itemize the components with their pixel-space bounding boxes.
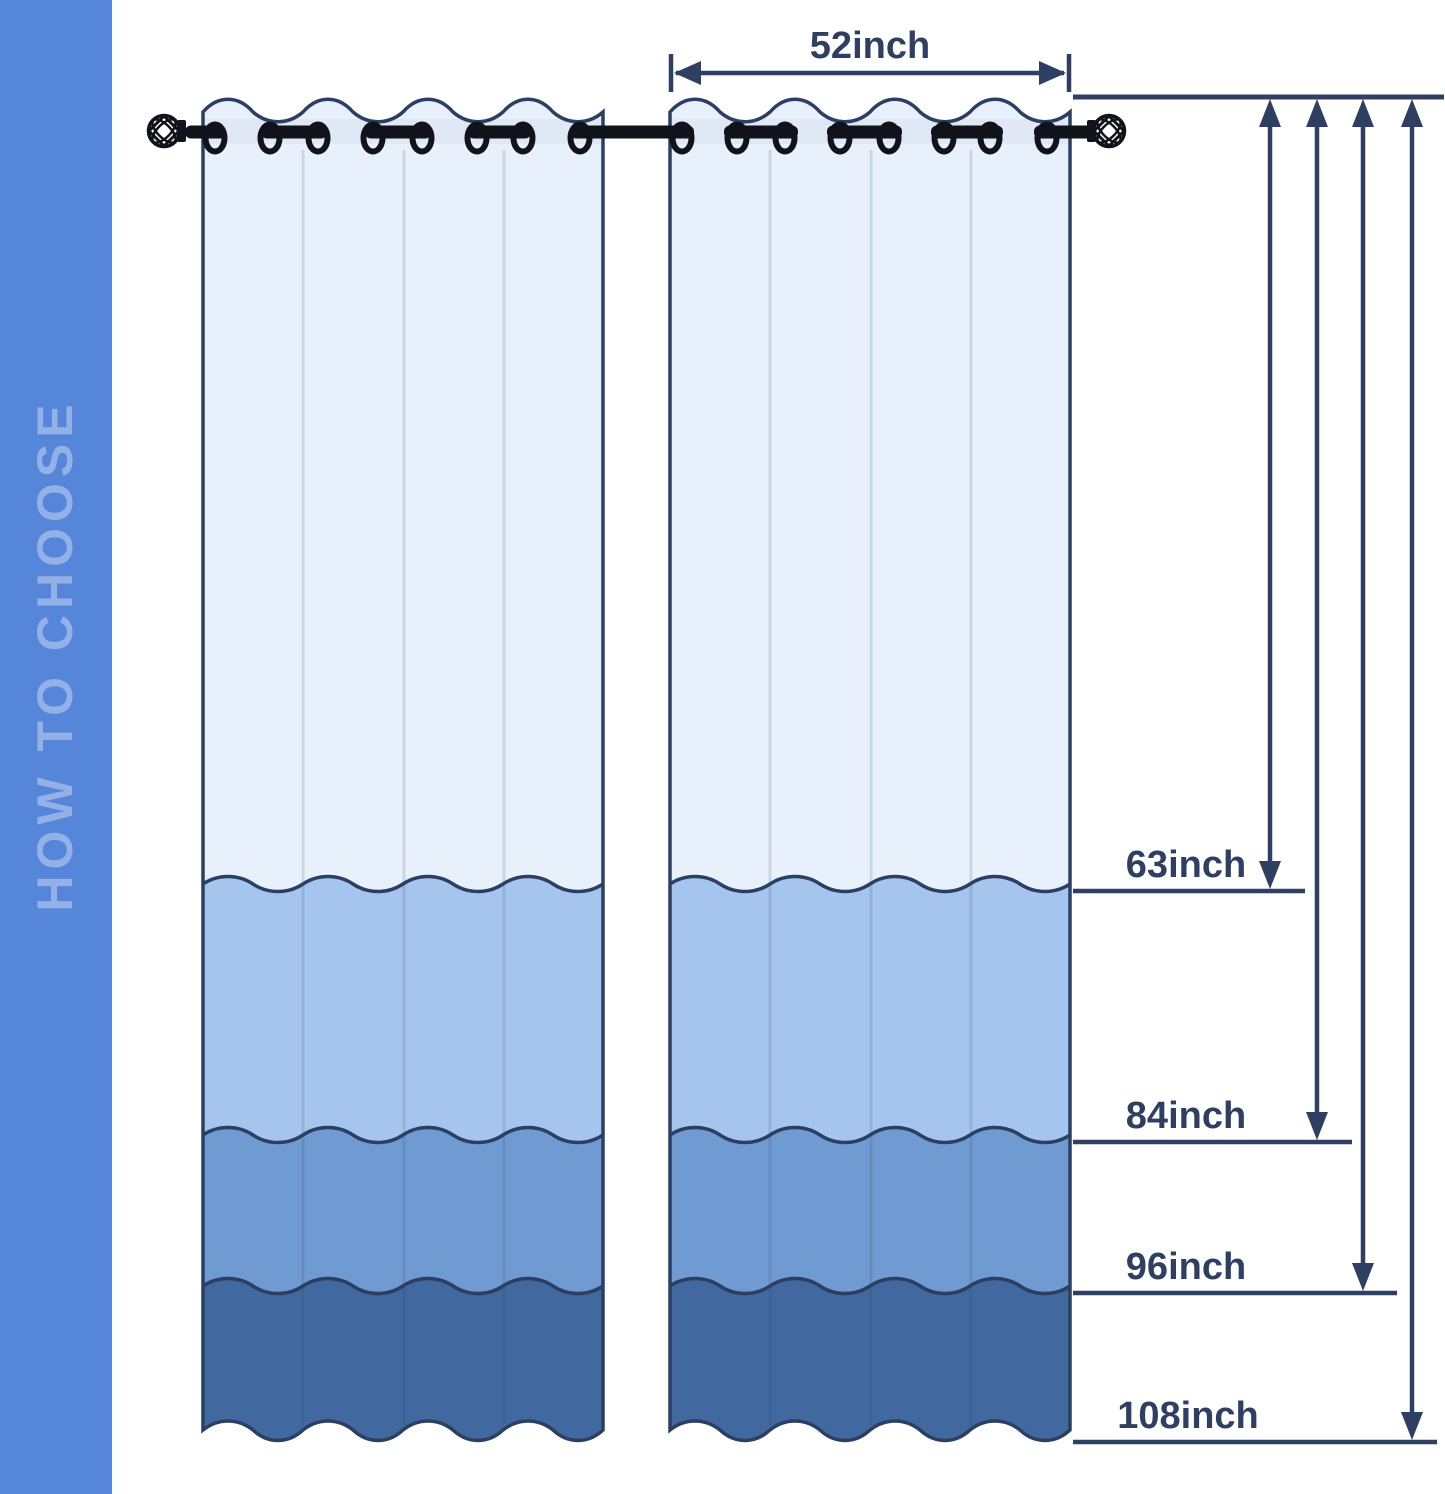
left-finial-icon [146, 113, 188, 149]
curtain-panel-left [203, 80, 603, 1480]
length-label-84: 84inch [1126, 1095, 1246, 1137]
length-label-63: 63inch [1126, 844, 1246, 886]
dimension-arrowheads [674, 61, 1423, 1440]
dimension-graphics [668, 54, 1444, 1445]
length-label-96: 96inch [1126, 1246, 1246, 1288]
dimension-labels: 52inch 63inch 84inch 96inch 108inch [810, 25, 1259, 1437]
sidebar-title: HOW TO CHOOSE [27, 398, 83, 911]
right-finial-icon [1085, 113, 1127, 149]
curtain-panel-right [670, 80, 1070, 1480]
length-label-108: 108inch [1117, 1395, 1259, 1437]
sidebar-bar [0, 0, 112, 1494]
width-label: 52inch [810, 25, 930, 67]
